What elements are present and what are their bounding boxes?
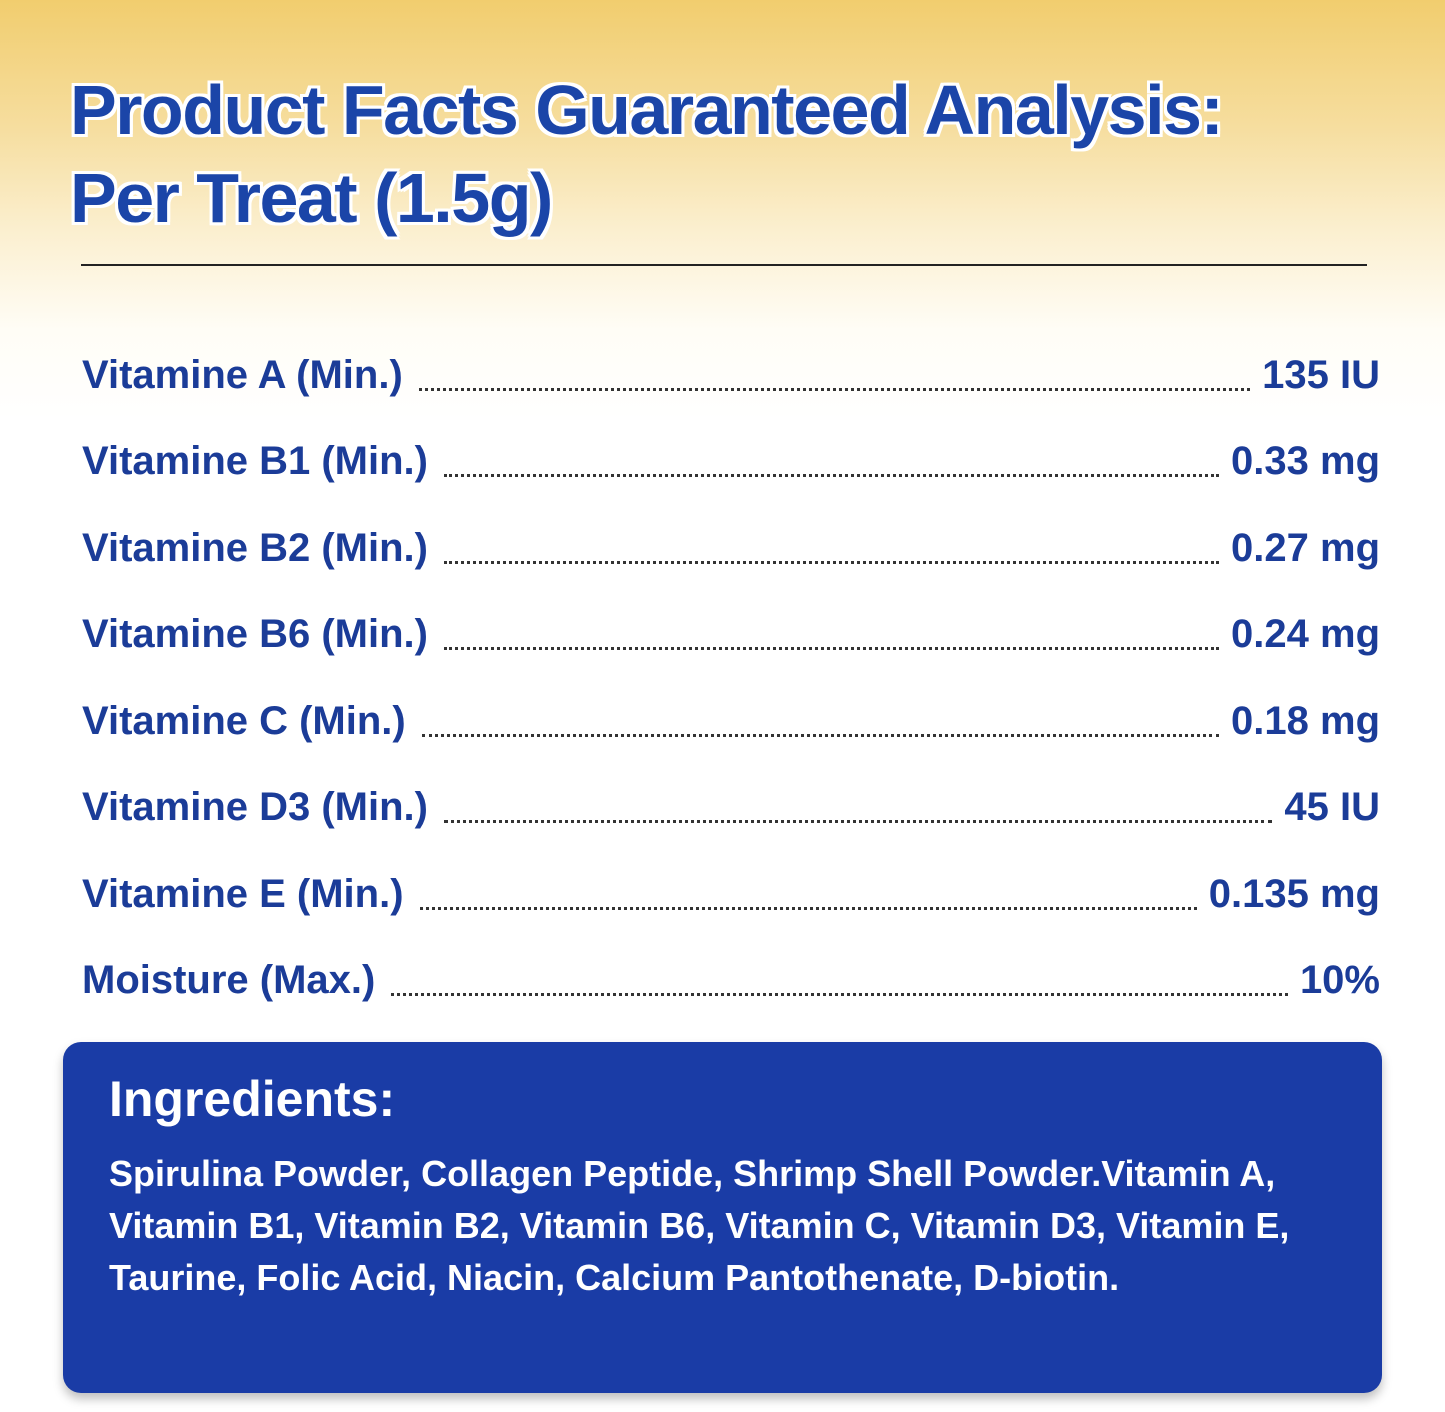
guaranteed-analysis-list: Vitamine A (Min.) 135 IU Vitamine B1 (Min… (82, 318, 1380, 1010)
analysis-row: Vitamine E (Min.) 0.135 mg (82, 837, 1380, 924)
analysis-row: Moisture (Max.) 10% (82, 924, 1380, 1011)
nutrient-label: Moisture (Max.) (82, 958, 376, 1002)
analysis-row: Vitamine B6 (Min.) 0.24 mg (82, 578, 1380, 665)
nutrient-label: Vitamine B2 (Min.) (82, 525, 428, 570)
title-line-2: Per Treat (1.5g) (70, 159, 553, 237)
analysis-row: Vitamine B2 (Min.) 0.27 mg (82, 491, 1380, 578)
nutrient-value: 0.18 mg (1231, 698, 1380, 743)
dot-leader (418, 387, 1251, 391)
ingredients-panel: Ingredients: Spirulina Powder, Collagen … (63, 1042, 1382, 1393)
nutrient-value: 0.135 mg (1208, 871, 1380, 916)
analysis-row: Vitamine C (Min.) 0.18 mg (82, 664, 1380, 751)
nutrient-value: 45 IU (1284, 785, 1380, 829)
nutrient-value: 10% (1299, 958, 1380, 1002)
ingredients-heading: Ingredients: (109, 1071, 396, 1127)
analysis-row: Vitamine A (Min.) 135 IU (82, 318, 1380, 405)
nutrient-value: 135 IU (1262, 352, 1380, 397)
nutrient-label: Vitamine B1 (Min.) (82, 439, 428, 483)
dot-leader (443, 820, 1273, 823)
nutrient-value: 0.33 mg (1231, 439, 1380, 483)
analysis-row: Vitamine B1 (Min.) 0.33 mg (82, 405, 1380, 492)
divider (81, 264, 1367, 266)
analysis-row: Vitamine D3 (Min.) 45 IU (82, 751, 1380, 838)
dot-leader (391, 993, 1288, 996)
dot-leader (421, 733, 1220, 737)
dot-leader (443, 647, 1220, 650)
nutrient-label: Vitamine A (Min.) (82, 352, 403, 397)
nutrient-label: Vitamine E (Min.) (82, 871, 404, 916)
nutrient-label: Vitamine D3 (Min.) (82, 785, 428, 829)
nutrient-value: 0.24 mg (1231, 612, 1380, 656)
title-line-1: Product Facts Guaranteed Analysis: (70, 71, 1224, 149)
nutrient-label: Vitamine C (Min.) (82, 698, 406, 743)
dot-leader (443, 474, 1220, 477)
ingredients-text: Spirulina Powder, Collagen Peptide, Shri… (109, 1153, 1290, 1298)
page-title: Product Facts Guaranteed Analysis: Per T… (70, 66, 1224, 242)
dot-leader (419, 906, 1197, 910)
nutrient-value: 0.27 mg (1231, 525, 1380, 570)
nutrient-label: Vitamine B6 (Min.) (82, 612, 428, 656)
dot-leader (443, 560, 1220, 564)
